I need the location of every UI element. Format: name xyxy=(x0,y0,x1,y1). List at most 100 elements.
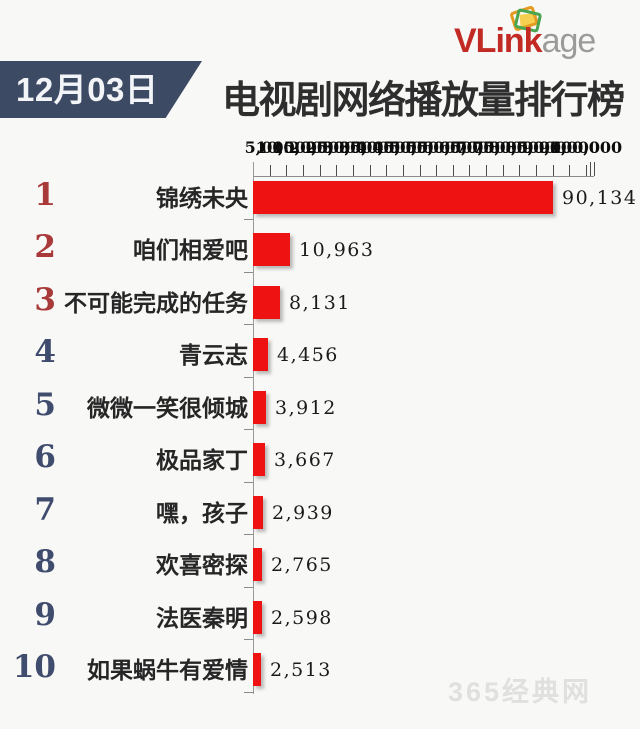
vlinkage-logo: VLinkage xyxy=(452,0,638,62)
x-axis-tick xyxy=(519,165,521,176)
x-axis-tick xyxy=(352,165,354,176)
rank-number: 9 xyxy=(34,596,56,633)
x-axis-end-tick xyxy=(590,162,591,176)
x-axis-tick-label: 20,000 xyxy=(288,138,351,157)
chart-row: 7 嘿，孩子 2,939 xyxy=(0,483,640,535)
value-bar xyxy=(253,443,265,476)
value-label: 2,939 xyxy=(272,501,334,524)
chart-row: 1 锦绣未央 90,134 xyxy=(0,168,640,220)
drama-title: 法医秦明 xyxy=(156,604,248,631)
x-axis-tick-label: 55,000 xyxy=(405,138,467,157)
x-axis-tick xyxy=(419,165,421,176)
chart-row: 2 咱们相爱吧 10,963 xyxy=(0,220,640,273)
x-axis-tick xyxy=(319,165,321,176)
chart-row: 10 如果蜗牛有爱情 2,513 xyxy=(0,640,640,693)
date-banner: 12月03日 xyxy=(0,61,202,118)
logo-text: VLinkage xyxy=(454,22,597,61)
x-axis xyxy=(253,162,595,177)
rank-number: 1 xyxy=(34,176,56,213)
x-axis-tick-label: 30,000 xyxy=(322,138,384,157)
x-axis-end-tick xyxy=(594,162,595,176)
logo-brand-secondary: age xyxy=(541,22,597,60)
category-divider xyxy=(244,271,253,273)
x-axis-tick xyxy=(402,165,404,176)
chart-row: 3 不可能完成的任务 8,131 xyxy=(0,273,640,325)
value-bar xyxy=(253,548,262,581)
x-axis-tick xyxy=(552,165,554,176)
category-divider xyxy=(244,324,253,325)
category-divider xyxy=(244,586,253,588)
value-label: 90,134 xyxy=(562,186,638,209)
category-divider xyxy=(244,639,253,640)
x-axis-tick-label: 10,000 xyxy=(255,138,317,157)
value-label: 2,765 xyxy=(271,554,333,576)
rank-number: 3 xyxy=(34,281,56,318)
value-bar xyxy=(253,390,266,424)
x-axis-tick-label: 90,000 xyxy=(522,138,584,157)
logo-frames-icon xyxy=(510,6,542,33)
value-bar xyxy=(253,285,280,319)
rank-number: 10 xyxy=(12,649,56,685)
x-axis-tick-label: 65,000 xyxy=(438,138,501,157)
x-axis-tick xyxy=(369,165,371,176)
drama-title: 不可能完成的任务 xyxy=(64,289,248,316)
category-divider xyxy=(244,219,253,220)
x-axis-tick-label: 70,000 xyxy=(455,138,517,157)
value-label: 3,667 xyxy=(274,449,336,471)
rank-number: 8 xyxy=(34,544,56,580)
rank-number: 4 xyxy=(34,334,56,370)
x-axis-tick xyxy=(536,165,538,176)
value-bar xyxy=(253,495,263,529)
rank-number: 7 xyxy=(34,491,56,528)
value-bar xyxy=(253,600,262,634)
chart-row: 8 欢喜密探 2,765 xyxy=(0,535,640,588)
x-axis-tick-label: 80,000 xyxy=(488,138,551,157)
category-divider xyxy=(244,534,253,535)
x-axis-tick-label: 100,000 xyxy=(549,138,623,157)
x-axis-tick xyxy=(486,165,488,176)
value-label: 2,598 xyxy=(271,606,333,629)
chart-row: 6 极品家丁 3,667 xyxy=(0,430,640,483)
x-axis-tick xyxy=(502,165,504,176)
category-divider xyxy=(244,481,253,483)
category-divider xyxy=(244,429,253,430)
y-axis xyxy=(253,162,254,694)
x-axis-tick-label: 85,000 xyxy=(505,138,567,157)
x-axis-tick-label: 45,000 xyxy=(372,138,434,157)
page-title: 电视剧网络播放量排行榜 xyxy=(222,80,625,122)
x-axis-tick xyxy=(436,165,438,176)
x-axis-tick xyxy=(469,165,471,176)
rank-number: 5 xyxy=(34,386,56,423)
x-axis-tick xyxy=(452,165,454,176)
drama-title: 欢喜密探 xyxy=(156,552,248,578)
drama-title: 微微一笑很倾城 xyxy=(87,394,248,421)
rank-number: 6 xyxy=(34,439,56,475)
value-label: 3,912 xyxy=(275,396,337,419)
x-axis-tick-label: 5,000 xyxy=(244,138,295,157)
x-axis-tick-label: 50,000 xyxy=(388,138,451,157)
x-axis-tick xyxy=(302,165,304,176)
rank-number: 2 xyxy=(34,229,56,265)
value-bar xyxy=(253,180,553,214)
x-axis-tick-label: 35,000 xyxy=(338,138,401,157)
value-label: 8,131 xyxy=(289,291,351,314)
value-bar xyxy=(253,338,268,371)
x-axis-tick xyxy=(586,165,587,176)
date-text: 12月03日 xyxy=(16,71,159,108)
watermark-text: 365经典网 xyxy=(448,677,593,707)
x-axis-tick-label: 95,000 xyxy=(538,138,600,157)
x-axis-tick-label: 15,000 xyxy=(272,138,334,157)
drama-title: 如果蜗牛有爱情 xyxy=(87,657,248,683)
x-axis-tick xyxy=(286,165,288,176)
value-label: 10,963 xyxy=(299,239,375,261)
x-axis-tick-label: 75,000 xyxy=(472,138,534,157)
x-axis-tick-label: 40,000 xyxy=(355,138,417,157)
value-bar xyxy=(253,233,290,266)
drama-title: 极品家丁 xyxy=(156,447,248,473)
chart-row: 9 法医秦明 2,598 xyxy=(0,588,640,640)
x-axis-tick xyxy=(386,165,388,176)
drama-title: 青云志 xyxy=(179,342,248,368)
value-label: 4,456 xyxy=(277,344,339,366)
